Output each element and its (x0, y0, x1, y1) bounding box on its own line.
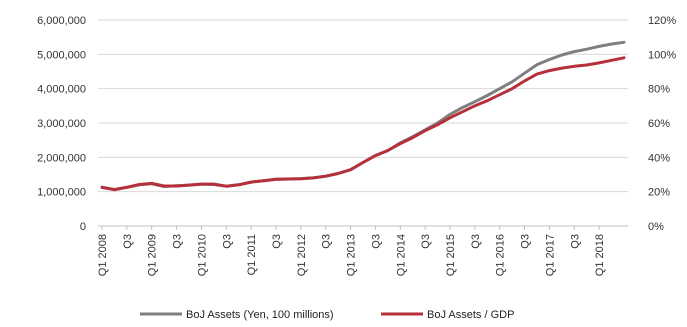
x-axis-tick-label: Q1 2018 (594, 234, 606, 276)
right-axis-tick-label: 120% (648, 15, 676, 27)
x-axis-tick-label: Q1 2008 (97, 234, 109, 276)
x-axis-tick-label: Q1 2009 (147, 234, 159, 276)
x-axis-tick-label: Q3 (520, 234, 532, 249)
x-axis-tick-label: Q3 (569, 234, 581, 249)
left-axis-ticks: 0 1,000,000 2,000,000 3,000,000 4,000,000 5,0… (37, 15, 86, 233)
legend-label: BoJ Assets (Yen, 100 millions) (186, 309, 334, 321)
x-axis-tick-label: Q3 (470, 234, 482, 249)
x-axis-tick-label: Q1 2011 (246, 234, 258, 275)
left-axis-tick-label: 4,000,000 (37, 84, 86, 96)
right-axis-tick-label: 80% (648, 84, 670, 96)
left-axis-tick-label: 3,000,000 (37, 118, 86, 130)
x-axis-tick-label: Q1 2012 (296, 234, 308, 276)
legend-label: BoJ Assets / GDP (427, 309, 514, 321)
x-axis-tick-label: Q3 (370, 234, 382, 249)
left-axis-tick-label: 2,000,000 (37, 152, 86, 164)
right-axis-ticks: 0% 20% 40% 60% 80% 100% 120% (648, 15, 676, 233)
x-axis-ticks: Q1 2008 Q3 Q1 2009 Q3 Q1 2010 Q3 Q1 2011 Q3 Q1 2… (97, 226, 606, 276)
x-axis-tick-label: Q3 (172, 234, 184, 249)
x-axis-tick-label: Q3 (221, 234, 233, 249)
right-axis-tick-label: 60% (648, 118, 670, 130)
right-axis-tick-label: 40% (648, 152, 670, 164)
x-axis-tick-label: Q1 2010 (196, 234, 208, 276)
series-line-boj-assets (100, 40, 626, 192)
left-axis-tick-label: 5,000,000 (37, 49, 86, 61)
left-axis-tick-label: 6,000,000 (37, 15, 86, 27)
legend: BoJ Assets (Yen, 100 millions) BoJ Assets… (140, 309, 514, 321)
x-axis-tick-label: Q1 2014 (395, 234, 407, 276)
right-axis-tick-label: 0% (648, 221, 664, 233)
x-axis-tick-label: Q1 2016 (495, 234, 507, 276)
left-axis-tick-label: 1,000,000 (37, 187, 86, 199)
x-axis-tick-label: Q3 (420, 234, 432, 249)
x-axis-tick-label: Q1 2015 (445, 234, 457, 276)
left-axis-tick-label: 0 (80, 221, 86, 233)
x-axis-tick-label: Q1 2013 (346, 234, 358, 276)
x-axis-tick-label: Q3 (321, 234, 333, 249)
right-axis-tick-label: 20% (648, 187, 670, 199)
gridlines (98, 19, 628, 193)
x-axis-tick-label: Q3 (122, 234, 134, 249)
x-axis-tick-label: Q1 2017 (544, 234, 556, 276)
series-line-boj-assets-gdp (100, 56, 626, 192)
series-lines (100, 40, 626, 192)
x-axis-tick-label: Q3 (271, 234, 283, 249)
right-axis-tick-label: 100% (648, 49, 676, 61)
